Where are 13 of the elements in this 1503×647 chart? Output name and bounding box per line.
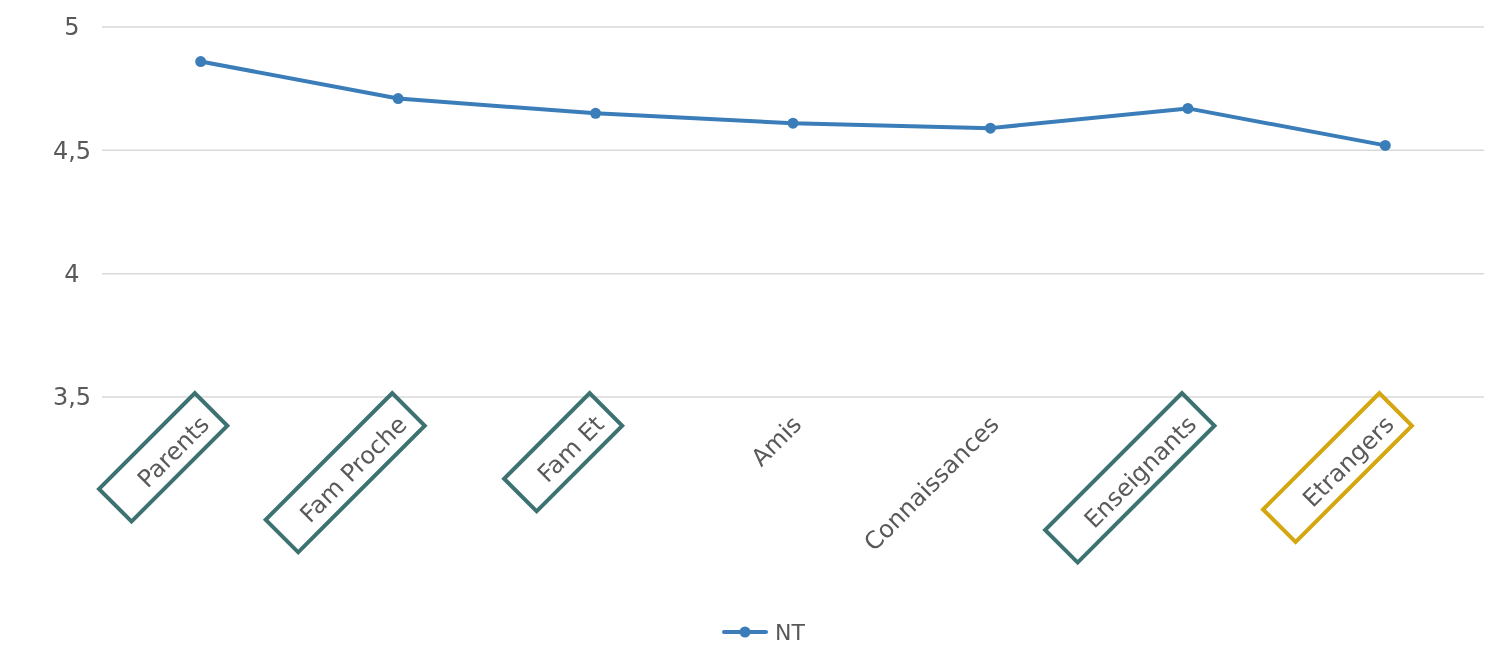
point bbox=[1182, 102, 1194, 114]
point bbox=[590, 107, 602, 119]
point bbox=[984, 122, 996, 134]
point bbox=[392, 93, 404, 105]
legend-label: NT bbox=[775, 619, 806, 645]
y-tick-label: 4 bbox=[64, 260, 80, 289]
y-tick-label: 3,5 bbox=[52, 383, 92, 412]
x-tick-label: Fam Et bbox=[532, 410, 610, 489]
y-tick-label: 4,5 bbox=[52, 136, 92, 165]
point bbox=[1379, 139, 1391, 151]
y-tick-label: 5 bbox=[64, 13, 80, 42]
point bbox=[195, 56, 207, 68]
point bbox=[787, 117, 799, 129]
